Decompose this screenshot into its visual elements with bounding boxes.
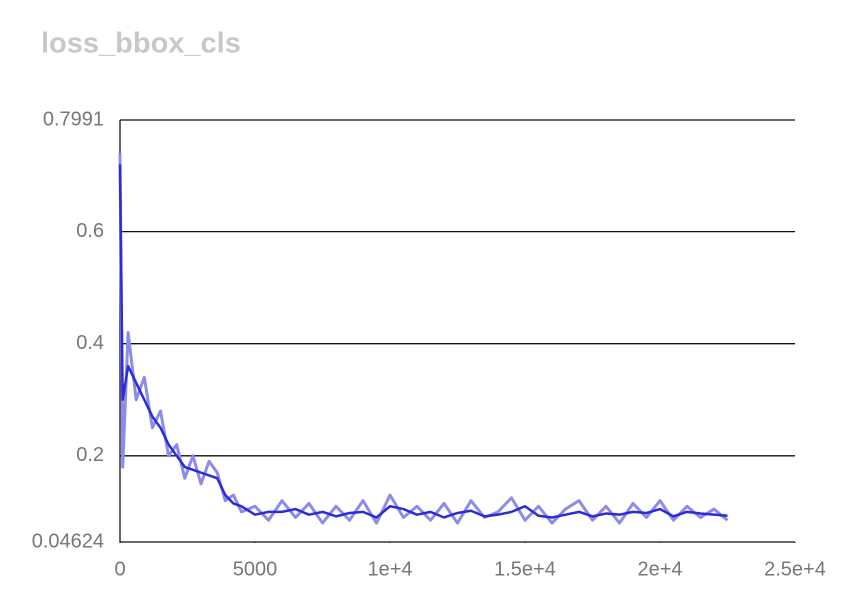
chart-title: loss_bbox_cls xyxy=(41,28,241,60)
y-tick-label: 0.7991 xyxy=(43,108,104,130)
y-tick-label: 0.2 xyxy=(76,444,104,466)
series-line xyxy=(118,164,728,519)
x-tick-label: 2.5e+4 xyxy=(764,558,826,580)
y-tick-label: 0.6 xyxy=(76,220,104,242)
x-tick-label: 1.5e+4 xyxy=(494,558,556,580)
y-tick-label: 0.4 xyxy=(76,332,104,354)
x-tick-label: 2e+4 xyxy=(637,558,682,580)
x-tick-label: 0 xyxy=(114,558,125,580)
x-tick-label: 5000 xyxy=(233,558,278,580)
x-tick-label: 1e+4 xyxy=(367,558,412,580)
y-tick-label: 0.04624 xyxy=(32,530,104,552)
series-line xyxy=(118,153,729,525)
